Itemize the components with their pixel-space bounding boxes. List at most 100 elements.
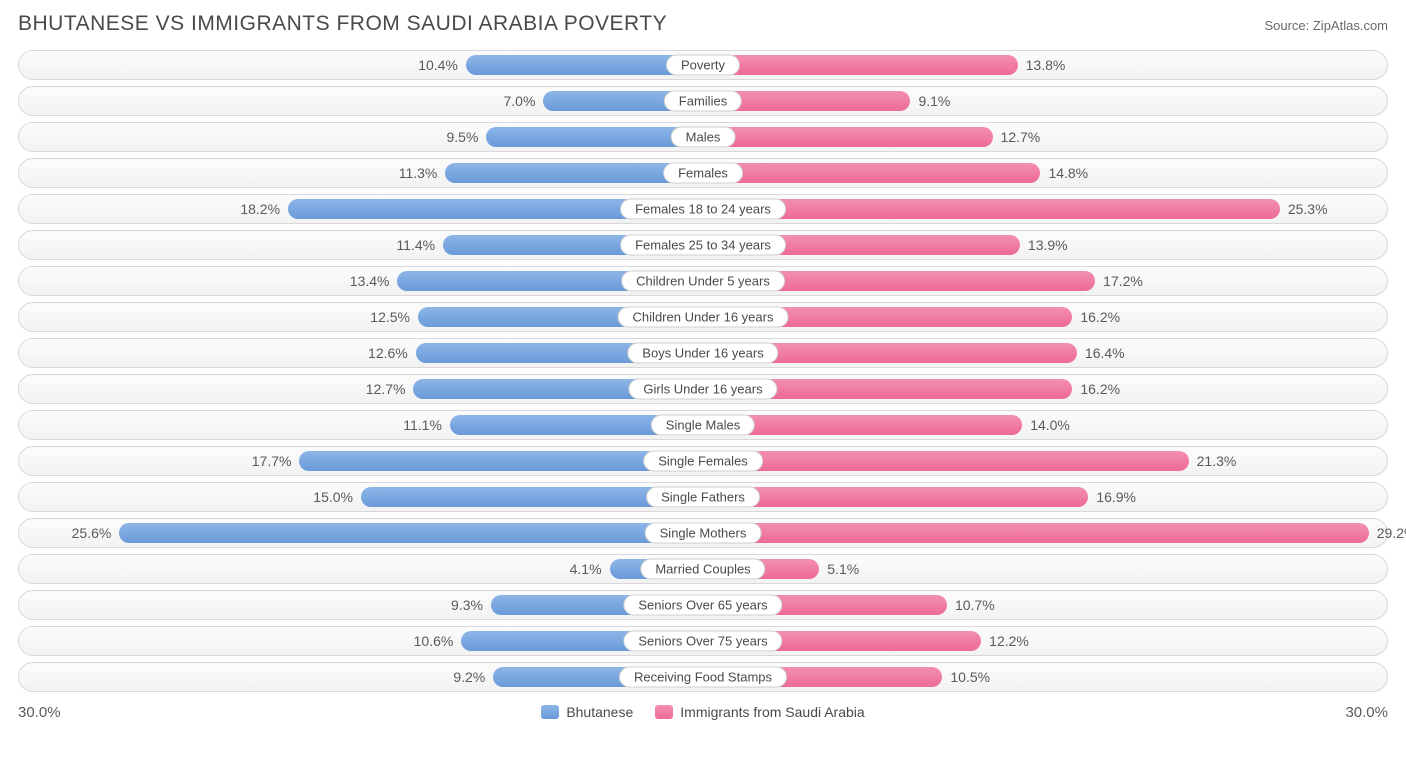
row-right-half: 16.2%: [703, 375, 1387, 403]
chart-row: 25.6% 29.2% Single Mothers: [18, 518, 1388, 548]
row-right-half: 10.7%: [703, 591, 1387, 619]
bar-right: [703, 127, 993, 147]
row-right-half: 12.2%: [703, 627, 1387, 655]
category-label: Children Under 16 years: [618, 307, 789, 328]
bar-left: [119, 523, 703, 543]
value-right: 12.2%: [989, 633, 1029, 649]
value-right: 13.9%: [1028, 237, 1068, 253]
category-label: Females 25 to 34 years: [620, 235, 786, 256]
category-label: Single Females: [643, 451, 763, 472]
category-label: Females: [663, 163, 743, 184]
value-left: 13.4%: [350, 273, 390, 289]
value-left: 11.4%: [396, 237, 435, 253]
row-right-half: 29.2%: [703, 519, 1387, 547]
value-right: 14.8%: [1048, 165, 1088, 181]
value-left: 7.0%: [503, 93, 535, 109]
bar-right: [703, 487, 1088, 507]
row-right-half: 16.9%: [703, 483, 1387, 511]
chart-row: 11.4% 13.9% Females 25 to 34 years: [18, 230, 1388, 260]
value-left: 18.2%: [240, 201, 280, 217]
value-right: 16.4%: [1085, 345, 1125, 361]
legend-item-right: Immigrants from Saudi Arabia: [655, 704, 864, 720]
chart-row: 12.6% 16.4% Boys Under 16 years: [18, 338, 1388, 368]
chart-footer: 30.0% Bhutanese Immigrants from Saudi Ar…: [18, 698, 1388, 726]
value-right: 29.2%: [1377, 525, 1406, 541]
category-label: Males: [671, 127, 736, 148]
legend-label-left: Bhutanese: [566, 704, 633, 720]
row-right-half: 17.2%: [703, 267, 1387, 295]
value-right: 10.7%: [955, 597, 995, 613]
axis-max-right: 30.0%: [1345, 704, 1388, 721]
value-right: 12.7%: [1001, 129, 1041, 145]
bar-right: [703, 451, 1189, 471]
legend: Bhutanese Immigrants from Saudi Arabia: [541, 704, 864, 720]
chart-row: 10.6% 12.2% Seniors Over 75 years: [18, 626, 1388, 656]
category-label: Single Fathers: [646, 487, 760, 508]
value-right: 14.0%: [1030, 417, 1070, 433]
value-right: 9.1%: [918, 93, 950, 109]
value-left: 12.5%: [370, 309, 410, 325]
value-left: 9.5%: [446, 129, 478, 145]
row-right-half: 13.8%: [703, 51, 1387, 79]
chart-row: 9.5% 12.7% Males: [18, 122, 1388, 152]
row-left-half: 17.7%: [19, 447, 703, 475]
row-right-half: 12.7%: [703, 123, 1387, 151]
chart-title: BHUTANESE VS IMMIGRANTS FROM SAUDI ARABI…: [18, 12, 667, 36]
chart-row: 12.5% 16.2% Children Under 16 years: [18, 302, 1388, 332]
value-left: 10.4%: [418, 57, 458, 73]
chart-row: 4.1% 5.1% Married Couples: [18, 554, 1388, 584]
chart-row: 9.3% 10.7% Seniors Over 65 years: [18, 590, 1388, 620]
row-left-half: 13.4%: [19, 267, 703, 295]
value-right: 16.2%: [1080, 381, 1120, 397]
category-label: Seniors Over 65 years: [623, 595, 782, 616]
legend-swatch-right: [655, 705, 673, 719]
bar-right: [703, 523, 1369, 543]
row-left-half: 12.6%: [19, 339, 703, 367]
value-left: 11.3%: [399, 165, 438, 181]
row-right-half: 16.2%: [703, 303, 1387, 331]
row-right-half: 21.3%: [703, 447, 1387, 475]
row-left-half: 11.4%: [19, 231, 703, 259]
value-right: 21.3%: [1197, 453, 1237, 469]
category-label: Single Males: [651, 415, 755, 436]
chart-row: 11.1% 14.0% Single Males: [18, 410, 1388, 440]
chart-row: 13.4% 17.2% Children Under 5 years: [18, 266, 1388, 296]
value-left: 15.0%: [313, 489, 353, 505]
legend-swatch-left: [541, 705, 559, 719]
value-left: 12.7%: [366, 381, 406, 397]
row-left-half: 11.3%: [19, 159, 703, 187]
value-left: 9.2%: [453, 669, 485, 685]
legend-label-right: Immigrants from Saudi Arabia: [680, 704, 864, 720]
value-left: 25.6%: [72, 525, 112, 541]
row-right-half: 5.1%: [703, 555, 1387, 583]
value-right: 10.5%: [950, 669, 990, 685]
chart-row: 17.7% 21.3% Single Females: [18, 446, 1388, 476]
category-label: Boys Under 16 years: [627, 343, 778, 364]
row-left-half: 18.2%: [19, 195, 703, 223]
row-right-half: 9.1%: [703, 87, 1387, 115]
row-right-half: 14.8%: [703, 159, 1387, 187]
row-left-half: 9.2%: [19, 663, 703, 691]
value-left: 4.1%: [570, 561, 602, 577]
row-right-half: 16.4%: [703, 339, 1387, 367]
chart-row: 15.0% 16.9% Single Fathers: [18, 482, 1388, 512]
row-left-half: 12.7%: [19, 375, 703, 403]
row-left-half: 7.0%: [19, 87, 703, 115]
row-left-half: 10.4%: [19, 51, 703, 79]
category-label: Children Under 5 years: [621, 271, 785, 292]
category-label: Seniors Over 75 years: [623, 631, 782, 652]
category-label: Poverty: [666, 55, 740, 76]
axis-max-left: 30.0%: [18, 704, 61, 721]
value-left: 10.6%: [414, 633, 454, 649]
value-left: 9.3%: [451, 597, 483, 613]
row-left-half: 4.1%: [19, 555, 703, 583]
row-left-half: 10.6%: [19, 627, 703, 655]
bar-right: [703, 199, 1280, 219]
row-left-half: 15.0%: [19, 483, 703, 511]
value-right: 17.2%: [1103, 273, 1143, 289]
value-right: 16.2%: [1080, 309, 1120, 325]
value-left: 17.7%: [252, 453, 292, 469]
value-left: 11.1%: [403, 417, 442, 433]
value-right: 16.9%: [1096, 489, 1136, 505]
category-label: Single Mothers: [645, 523, 762, 544]
